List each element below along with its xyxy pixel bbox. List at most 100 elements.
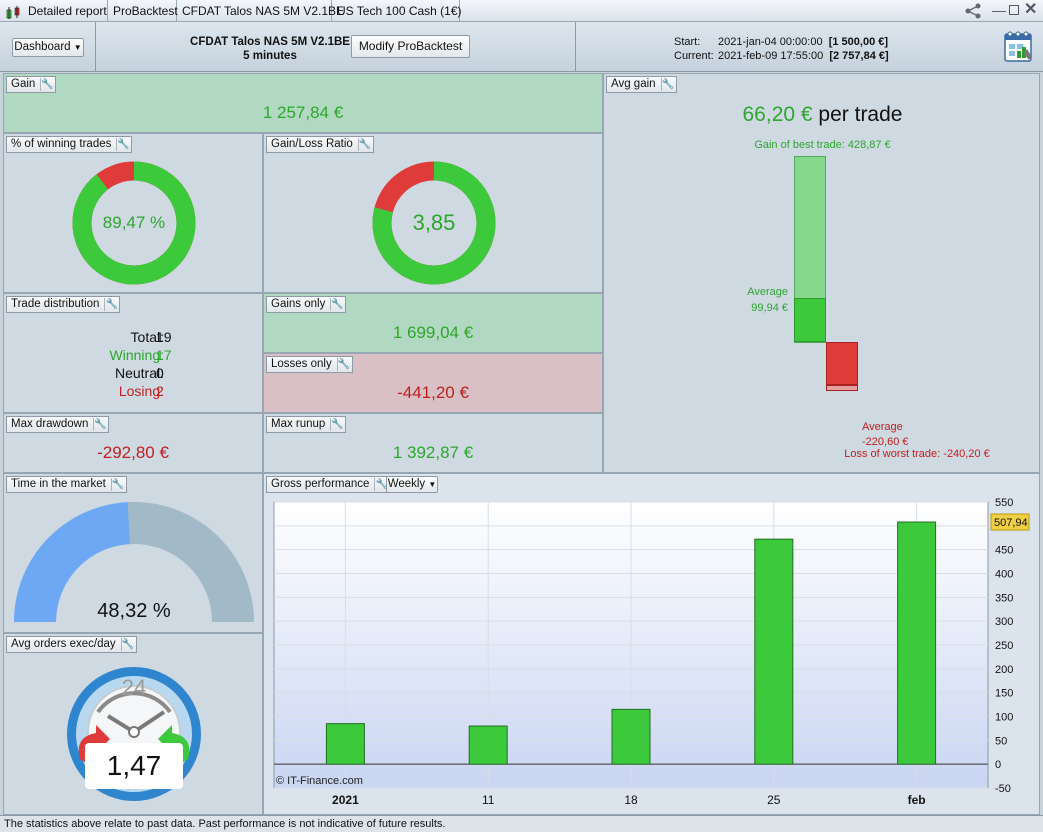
tab-instrument[interactable]: US Tech 100 Cash (1€) [332,0,462,22]
dashboard-dropdown[interactable]: Dashboard ▼ [12,38,84,57]
gain-loss-panel: Gain/Loss Ratio 🔧 3,85 [263,133,603,293]
close-icon[interactable]: ✕ [1024,1,1038,18]
share-icon[interactable] [964,3,982,19]
avg-orders-title: Avg orders exec/day 🔧 [6,636,137,653]
avg-orders-panel: Avg orders exec/day 🔧 24 1,47 [3,633,263,815]
winning-trades-panel: % of winning trades 🔧 89,47 % [3,133,263,293]
avg-gain-bar [794,298,826,342]
panel-title: Max drawdown [11,418,89,430]
gross-performance-chart: 550500450400350300250200150100500-502021… [273,498,1030,807]
tab-label: Detailed report [28,4,107,18]
backtest-period: Start: 2021-jan-04 00:00:00 [1 500,00 €] … [674,35,889,63]
tab-probacktest[interactable]: ProBacktest [108,0,178,22]
worst-trade-label: Loss of worst trade: -240,20 € [844,448,990,460]
bar [897,521,937,765]
bar [468,725,508,765]
gains-only-value: 1 699,04 € [392,323,474,342]
wrench-icon[interactable]: 🔧 [120,638,135,651]
current-date: 2021-feb-09 17:55:00 [718,50,824,62]
panel-title: Gain [11,78,36,90]
gross-performance-panel: Gross performance🔧 Weekly ▼ 550500450400… [263,473,1040,815]
tab-label: CFDAT Talos NAS 5M V2.1BE [182,4,345,18]
wrench-icon[interactable]: 🔧 [104,298,118,311]
avg-orders-value: 1,47 [85,743,183,789]
strategy-info: CFDAT Talos NAS 5M V2.1BE 5 minutes [170,35,370,63]
time-in-market-title: Time in the market 🔧 [6,476,127,493]
y-tick-label: 150 [995,688,1013,700]
chevron-down-icon: ▼ [428,480,437,489]
tab-detailed-report[interactable]: Detailed report [0,0,108,22]
report-icon[interactable] [1004,31,1034,63]
y-tick-label: 100 [995,712,1013,724]
losses-only-panel: Losses only 🔧 -441,20 € [263,353,603,413]
wrench-icon[interactable]: 🔧 [93,418,107,431]
y-tick-label: 50 [995,735,1007,747]
total-value: 19 [156,329,172,345]
status-bar: The statistics above relate to past data… [0,815,1043,832]
current-value-marker [990,513,1030,531]
wrench-icon[interactable]: 🔧 [110,478,125,491]
modify-probacktest-button[interactable]: Modify ProBacktest [351,35,470,58]
losing-value: 2 [156,383,164,399]
avg-neg-annotation: Average -220,60 € [862,420,908,450]
wrench-icon[interactable]: 🔧 [374,478,388,491]
best-trade-label: Gain of best trade: 428,87 € [754,139,891,151]
chevron-down-icon: ▼ [73,43,82,52]
losing-label: Losing: [118,383,164,399]
wrench-icon[interactable]: 🔧 [330,298,344,311]
gain-loss-title: Gain/Loss Ratio 🔧 [266,136,374,153]
panel-title: Time in the market [11,478,106,490]
panel-title: Gains only [271,298,326,310]
wrench-icon[interactable]: 🔧 [357,138,372,151]
x-tick-label: 18 [624,793,638,807]
gain-value: 1 257,84 € [262,103,344,122]
maximize-icon[interactable] [1009,5,1019,15]
wrench-icon[interactable]: 🔧 [336,358,351,371]
gain-title: Gain 🔧 [6,76,57,93]
minimize-icon[interactable]: — [992,2,1006,18]
wrench-icon[interactable]: 🔧 [116,138,130,151]
panel-title: Avg orders exec/day [11,638,116,650]
clock-hours: 24 [121,675,147,700]
y-tick-label: 0 [995,759,1001,771]
y-tick-label: 250 [995,640,1013,652]
distribution-labels: Total: Winning: Neutral: Losing: [4,328,164,400]
bar [611,708,651,765]
x-tick-label: 25 [767,793,781,807]
gauge-filled [14,502,130,622]
period-dropdown[interactable]: Weekly ▼ [386,476,438,493]
current-value: [2 757,84 €] [829,50,889,62]
y-tick-label: 400 [995,569,1013,581]
avg-pos-value: 99,94 € [751,302,788,314]
tab-label: US Tech 100 Cash (1€) [337,4,462,18]
per-trade-label: per trade [818,103,903,126]
panel-title: Trade distribution [11,298,100,310]
tab-strategy[interactable]: CFDAT Talos NAS 5M V2.1BE [177,0,344,22]
distribution-values: 19 17 0 2 [156,328,196,400]
time-gauge [14,502,254,622]
bar [754,538,794,765]
x-tick-label: 2021 [332,793,359,807]
winning-value: 17 [156,347,172,363]
current-value-label: 507,94 [994,517,1028,529]
panel-title: Gain/Loss Ratio [271,138,353,150]
avg-gain-headline: 66,20 € per trade [604,103,1039,127]
avg-gain-value: 66,20 € [742,103,813,126]
x-tick-label: feb [908,793,926,807]
wrench-icon[interactable]: 🔧 [40,78,54,91]
winning-trades-title: % of winning trades 🔧 [6,136,133,153]
max-runup-title: Max runup 🔧 [266,416,347,433]
strategy-timeframe: 5 minutes [243,50,297,62]
y-tick-label: -50 [995,783,1011,795]
neutral-label: Neutral: [114,365,164,381]
title-bar: Detailed report ProBacktest CFDAT Talos … [0,0,1043,22]
losses-only-value: -441,20 € [397,383,469,402]
avg-pos-annotation: Average 99,94 € [704,284,788,316]
max-drawdown-value: -292,80 € [97,443,169,462]
wrench-icon[interactable]: 🔧 [660,78,674,91]
trade-distribution-title: Trade distribution 🔧 [6,296,121,313]
neutral-value: 0 [156,365,164,381]
avg-gain-panel: Avg gain 🔧 66,20 € per trade Gain of best… [603,73,1040,473]
wrench-icon[interactable]: 🔧 [330,418,344,431]
tab-label: ProBacktest [113,4,178,18]
